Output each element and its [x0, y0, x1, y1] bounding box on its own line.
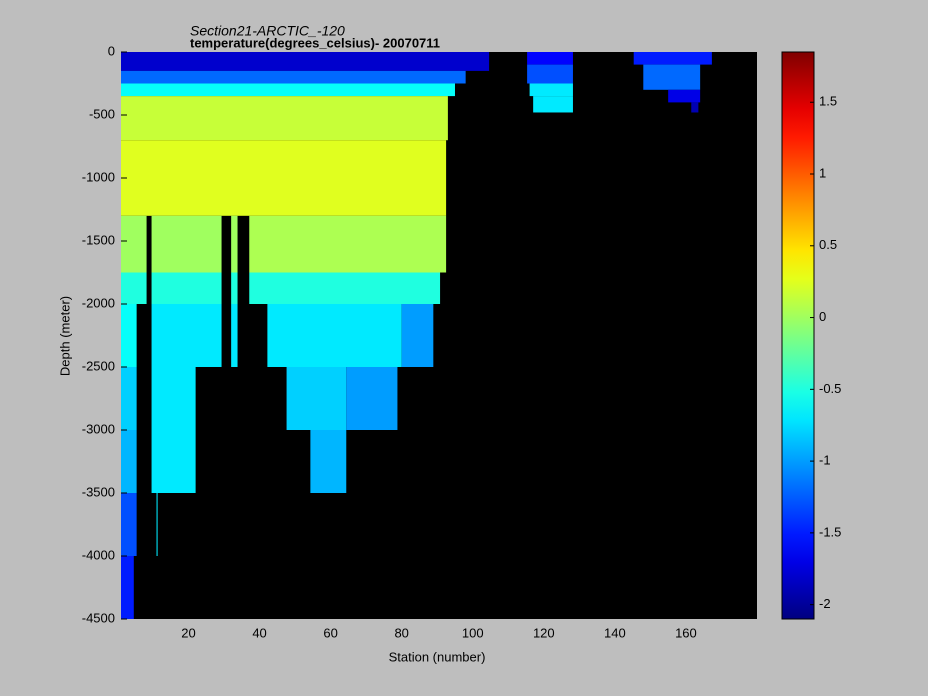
chart-title: Section21-ARCTIC_-120: [190, 23, 345, 39]
heatmap-cell: [286, 367, 347, 430]
heatmap-cell: [151, 367, 196, 430]
heatmap-cell: [121, 430, 137, 493]
heatmap-cell: [310, 430, 347, 493]
colorbar: [781, 51, 815, 620]
heatmap-cell: [231, 304, 238, 367]
y-axis-label: Depth (meter): [57, 296, 72, 376]
chart-subtitle: temperature(degrees_celsius)- 20070711: [190, 35, 440, 50]
heatmap-cell: [156, 493, 158, 556]
heatmap-cell: [267, 304, 402, 367]
y-tick-label: -1000: [82, 169, 115, 184]
heatmap-cell: [151, 430, 196, 493]
colorbar-tick-label: -0.5: [819, 381, 841, 396]
x-axis-label: Station (number): [389, 649, 486, 664]
y-tick-label: -4500: [82, 610, 115, 625]
heatmap-cell: [249, 215, 447, 273]
y-tick-label: 0: [108, 43, 115, 58]
heatmap-cell: [529, 83, 573, 97]
heatmap-cell: [643, 64, 701, 90]
heatmap-cell: [121, 96, 448, 141]
colorbar-tick-label: 0.5: [819, 237, 837, 252]
y-tick-label: -3000: [82, 421, 115, 436]
x-tick-label: 40: [252, 625, 266, 640]
heatmap-cell: [401, 304, 434, 367]
heatmap-cell: [151, 215, 222, 273]
colorbar-tick-label: -1: [819, 453, 831, 468]
colorbar-tick-label: 0: [819, 309, 826, 324]
heatmap-cell: [668, 89, 701, 103]
heatmap-cell: [346, 367, 398, 430]
colorbar-tick-label: 1.5: [819, 94, 837, 109]
x-tick-label: 60: [323, 625, 337, 640]
heatmap-cell: [121, 304, 137, 367]
y-tick-label: -2500: [82, 358, 115, 373]
colorbar-tick-label: -2: [819, 596, 831, 611]
y-tick-label: -1500: [82, 232, 115, 247]
x-tick-label: 80: [394, 625, 408, 640]
heatmap-cell: [527, 64, 573, 84]
heatmap-cell: [231, 272, 238, 304]
heatmap-cell: [121, 556, 134, 619]
x-tick-label: 140: [604, 625, 626, 640]
y-tick-label: -500: [89, 106, 115, 121]
y-tick-label: -3500: [82, 484, 115, 499]
heatmap-cell: [121, 83, 455, 97]
heatmap-cell: [249, 272, 441, 304]
heatmap-cell: [151, 304, 222, 367]
heatmap-cell: [633, 52, 712, 65]
x-tick-label: 160: [675, 625, 697, 640]
y-tick-label: -4000: [82, 547, 115, 562]
heatmap-cell: [121, 493, 137, 556]
heatmap-cell: [121, 70, 466, 84]
heatmap-cell: [121, 52, 490, 71]
x-tick-label: 120: [533, 625, 555, 640]
x-tick-label: 20: [181, 625, 195, 640]
colorbar-tick-label: 1: [819, 165, 826, 180]
x-tick-label: 100: [462, 625, 484, 640]
heatmap-cell: [527, 52, 573, 65]
heatmap-cell: [231, 215, 238, 273]
heatmap-cell: [121, 215, 147, 273]
y-tick-label: -2000: [82, 295, 115, 310]
colorbar-tick-label: -1.5: [819, 524, 841, 539]
heatmap-cell: [121, 367, 137, 430]
heatmap-cell: [121, 272, 147, 304]
heatmap-cell: [121, 140, 447, 216]
heatmap-cell: [151, 272, 222, 304]
heatmap-cell: [691, 102, 699, 113]
heatmap-cell: [533, 96, 573, 113]
